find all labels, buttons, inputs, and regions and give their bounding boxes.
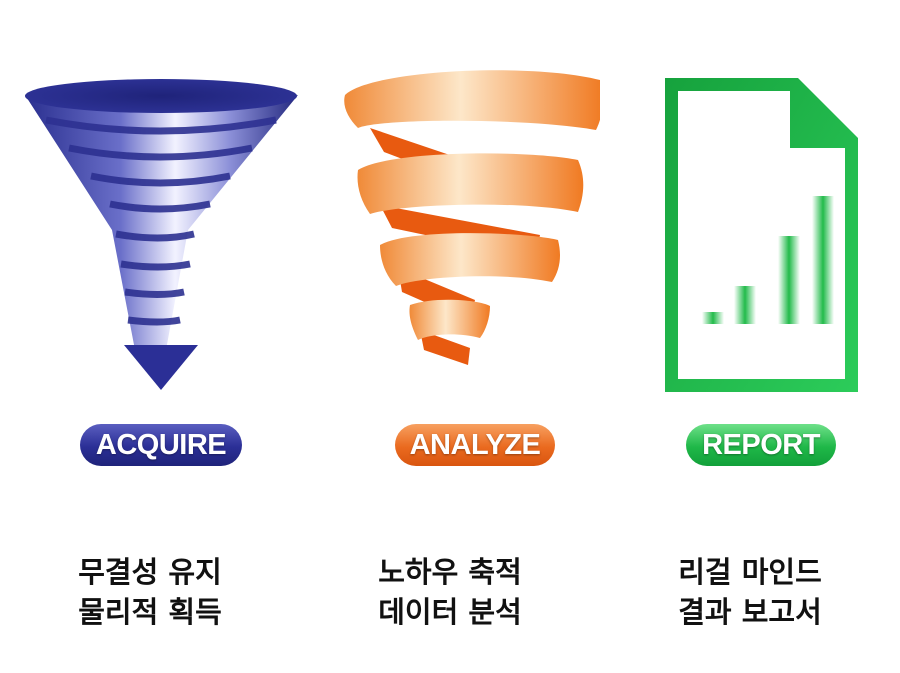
step-label-pill: ANALYZE <box>395 424 555 466</box>
step-acquire: ACQUIRE 무결성 유지 물리적 획득 <box>0 0 300 673</box>
step-analyze: ANALYZE 노하우 축적 데이터 분석 <box>300 0 600 673</box>
step-caption: 무결성 유지 물리적 획득 <box>0 552 300 632</box>
caption-line: 물리적 획득 <box>78 595 222 629</box>
caption-line: 결과 보고서 <box>678 595 822 629</box>
step-label-pill: REPORT <box>686 424 836 466</box>
spiral-ribbon-icon <box>344 70 600 365</box>
step-label-pill: ACQUIRE <box>80 424 242 466</box>
step-caption: 노하우 축적 데이터 분석 <box>300 552 600 632</box>
caption-line: 리걸 마인드 <box>678 555 822 589</box>
step-caption: 리걸 마인드 결과 보고서 <box>600 552 900 632</box>
caption-line: 무결성 유지 <box>78 555 222 589</box>
report-chart-document-icon <box>665 78 858 392</box>
funnel-icon <box>25 79 298 390</box>
caption-line: 데이터 분석 <box>378 595 522 629</box>
step-report: REPORT 리걸 마인드 결과 보고서 <box>600 0 900 673</box>
caption-line: 노하우 축적 <box>378 555 522 589</box>
